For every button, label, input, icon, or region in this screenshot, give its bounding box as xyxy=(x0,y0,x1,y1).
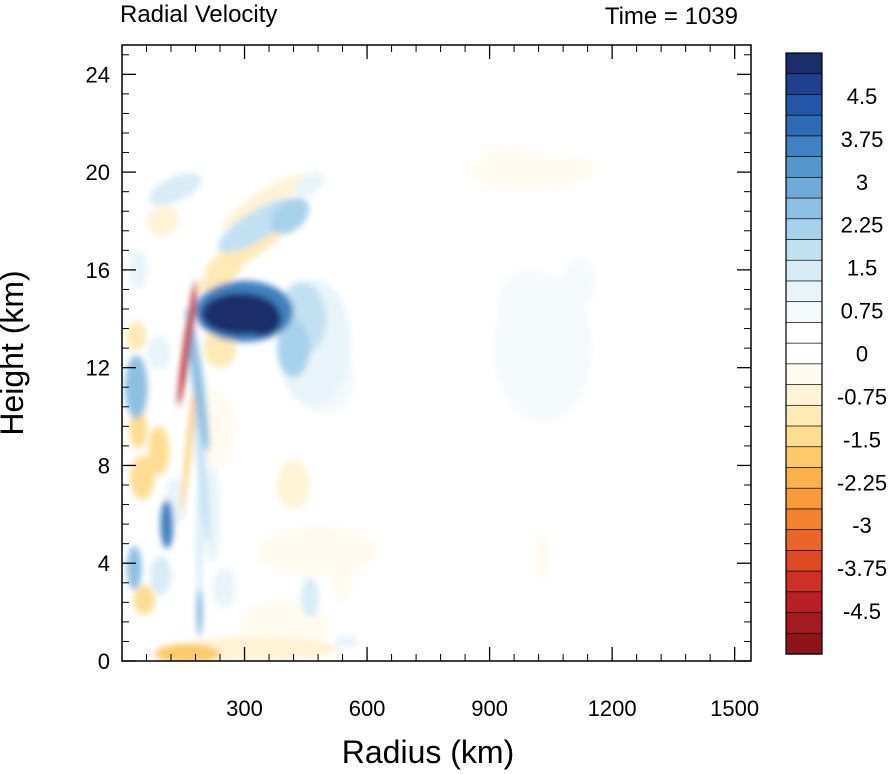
velocity-blob xyxy=(295,171,325,197)
colorbar-swatch xyxy=(785,156,823,178)
colorbar-label: -3 xyxy=(852,513,872,538)
colorbar-swatch xyxy=(785,342,823,365)
x-tick-label: 1200 xyxy=(588,696,637,721)
x-tick-label: 600 xyxy=(349,696,386,721)
velocity-blob xyxy=(196,477,203,600)
colorbar-swatch xyxy=(785,94,823,116)
colorbar-swatch xyxy=(785,612,823,634)
colorbar-swatch xyxy=(785,322,823,344)
velocity-blob xyxy=(493,274,592,422)
colorbar-swatch xyxy=(785,73,823,96)
colorbar-swatch xyxy=(785,632,823,655)
colorbar-swatch xyxy=(785,280,823,303)
velocity-blob xyxy=(181,368,198,514)
colorbar-swatch xyxy=(785,384,823,406)
velocity-blob xyxy=(197,587,203,637)
colorbar-swatch xyxy=(785,550,823,572)
velocity-blob xyxy=(256,526,380,576)
colorbar-swatch xyxy=(785,52,823,75)
colorbar-label: 1.5 xyxy=(847,256,878,281)
velocity-blob xyxy=(193,387,210,544)
y-tick-label: 24 xyxy=(86,62,110,87)
velocity-blob xyxy=(469,155,592,190)
velocity-blob xyxy=(126,321,147,351)
velocity-blob xyxy=(300,577,319,618)
colorbar-frame xyxy=(785,52,823,655)
velocity-blob xyxy=(146,335,172,371)
velocity-field-layer xyxy=(124,147,596,661)
y-tick-label: 20 xyxy=(86,160,110,185)
colorbar-label: -3.75 xyxy=(837,556,887,581)
colorbar-swatch xyxy=(785,301,823,324)
colorbar-label: 0 xyxy=(856,342,868,367)
velocity-blob xyxy=(197,263,243,291)
colorbar-label: -1.5 xyxy=(843,427,881,452)
y-tick-label: 12 xyxy=(86,356,110,381)
velocity-blob xyxy=(535,533,551,583)
velocity-blob xyxy=(269,197,310,235)
x-axis-label: Radius (km) xyxy=(342,734,514,770)
velocity-blob xyxy=(150,555,172,596)
colorbar-swatch xyxy=(785,591,823,614)
colorbar-swatch xyxy=(785,508,823,531)
colorbar-label: 4.5 xyxy=(847,84,878,109)
colorbar-swatch xyxy=(785,570,823,593)
colorbar-swatch xyxy=(785,114,823,137)
y-tick-label: 8 xyxy=(98,453,110,478)
velocity-blob xyxy=(146,206,179,236)
velocity-blob xyxy=(148,426,170,476)
velocity-blob xyxy=(148,172,202,206)
colorbar-swatch xyxy=(785,239,823,261)
plot-frame xyxy=(121,44,752,662)
velocity-blob xyxy=(126,546,142,591)
velocity-blob xyxy=(277,460,310,510)
x-tick-label: 1500 xyxy=(710,696,759,721)
colorbar-swatch xyxy=(785,363,823,386)
colorbar-label: -0.75 xyxy=(837,384,887,409)
colorbar: 4.5 3.75 3 2.25 1.5 0.75 0 -0.75 -1.5 -2.25 -3 -3.7… xyxy=(785,52,887,655)
velocity-blob xyxy=(160,499,174,549)
colorbar-swatch xyxy=(785,176,823,199)
velocity-blob xyxy=(129,409,148,449)
colorbar-swatch xyxy=(785,529,823,552)
y-axis-label: Height (km) xyxy=(0,270,30,435)
chart-title: Radial Velocity xyxy=(120,1,277,28)
velocity-blob xyxy=(185,307,210,453)
colorbar-swatch xyxy=(785,467,823,489)
velocity-blob xyxy=(124,355,148,420)
velocity-blob xyxy=(177,280,197,407)
colorbar-swatch xyxy=(785,425,823,448)
y-tick-label: 16 xyxy=(86,258,110,283)
x-axis: 300 600 900 1200 1500 xyxy=(146,45,759,721)
colorbar-swatch xyxy=(785,218,823,241)
velocity-blob xyxy=(334,635,359,648)
chart-subtitle: Time = 1039 xyxy=(605,3,738,30)
colorbar-swatch xyxy=(785,404,823,427)
colorbar-swatch xyxy=(785,259,823,282)
colorbar-swatch xyxy=(785,135,823,158)
y-tick-label: 4 xyxy=(98,551,110,576)
colorbar-swatch xyxy=(785,197,823,220)
velocity-field xyxy=(124,147,596,661)
velocity-blob xyxy=(277,318,310,378)
velocity-blob xyxy=(240,301,282,336)
colorbar-label: -2.25 xyxy=(837,470,887,495)
colorbar-label: 0.75 xyxy=(841,299,884,324)
velocity-blob xyxy=(223,173,307,229)
colorbar-swatch xyxy=(785,446,823,469)
y-axis: 0 4 8 12 16 20 24 xyxy=(86,54,751,674)
velocity-blob xyxy=(133,585,156,615)
velocity-blob xyxy=(129,250,148,290)
colorbar-label: 3 xyxy=(856,170,868,195)
y-tick-label: 0 xyxy=(98,649,110,674)
velocity-blob xyxy=(211,568,237,608)
velocity-blob xyxy=(130,455,155,500)
colorbar-label: 2.25 xyxy=(841,213,884,238)
x-tick-label: 300 xyxy=(226,696,263,721)
colorbar-swatch xyxy=(785,487,823,510)
colorbar-label: -4.5 xyxy=(843,599,881,624)
colorbar-label: 3.75 xyxy=(841,127,884,152)
x-tick-label: 900 xyxy=(471,696,508,721)
